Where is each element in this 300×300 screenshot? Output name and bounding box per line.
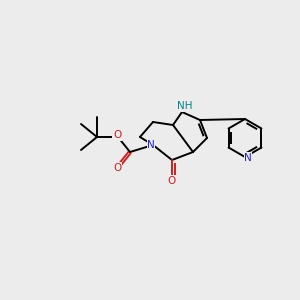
- Text: O: O: [113, 163, 121, 173]
- Text: N: N: [244, 153, 252, 163]
- Text: O: O: [113, 130, 121, 140]
- Text: N: N: [147, 140, 155, 150]
- Text: O: O: [168, 176, 176, 186]
- Text: NH: NH: [177, 101, 193, 111]
